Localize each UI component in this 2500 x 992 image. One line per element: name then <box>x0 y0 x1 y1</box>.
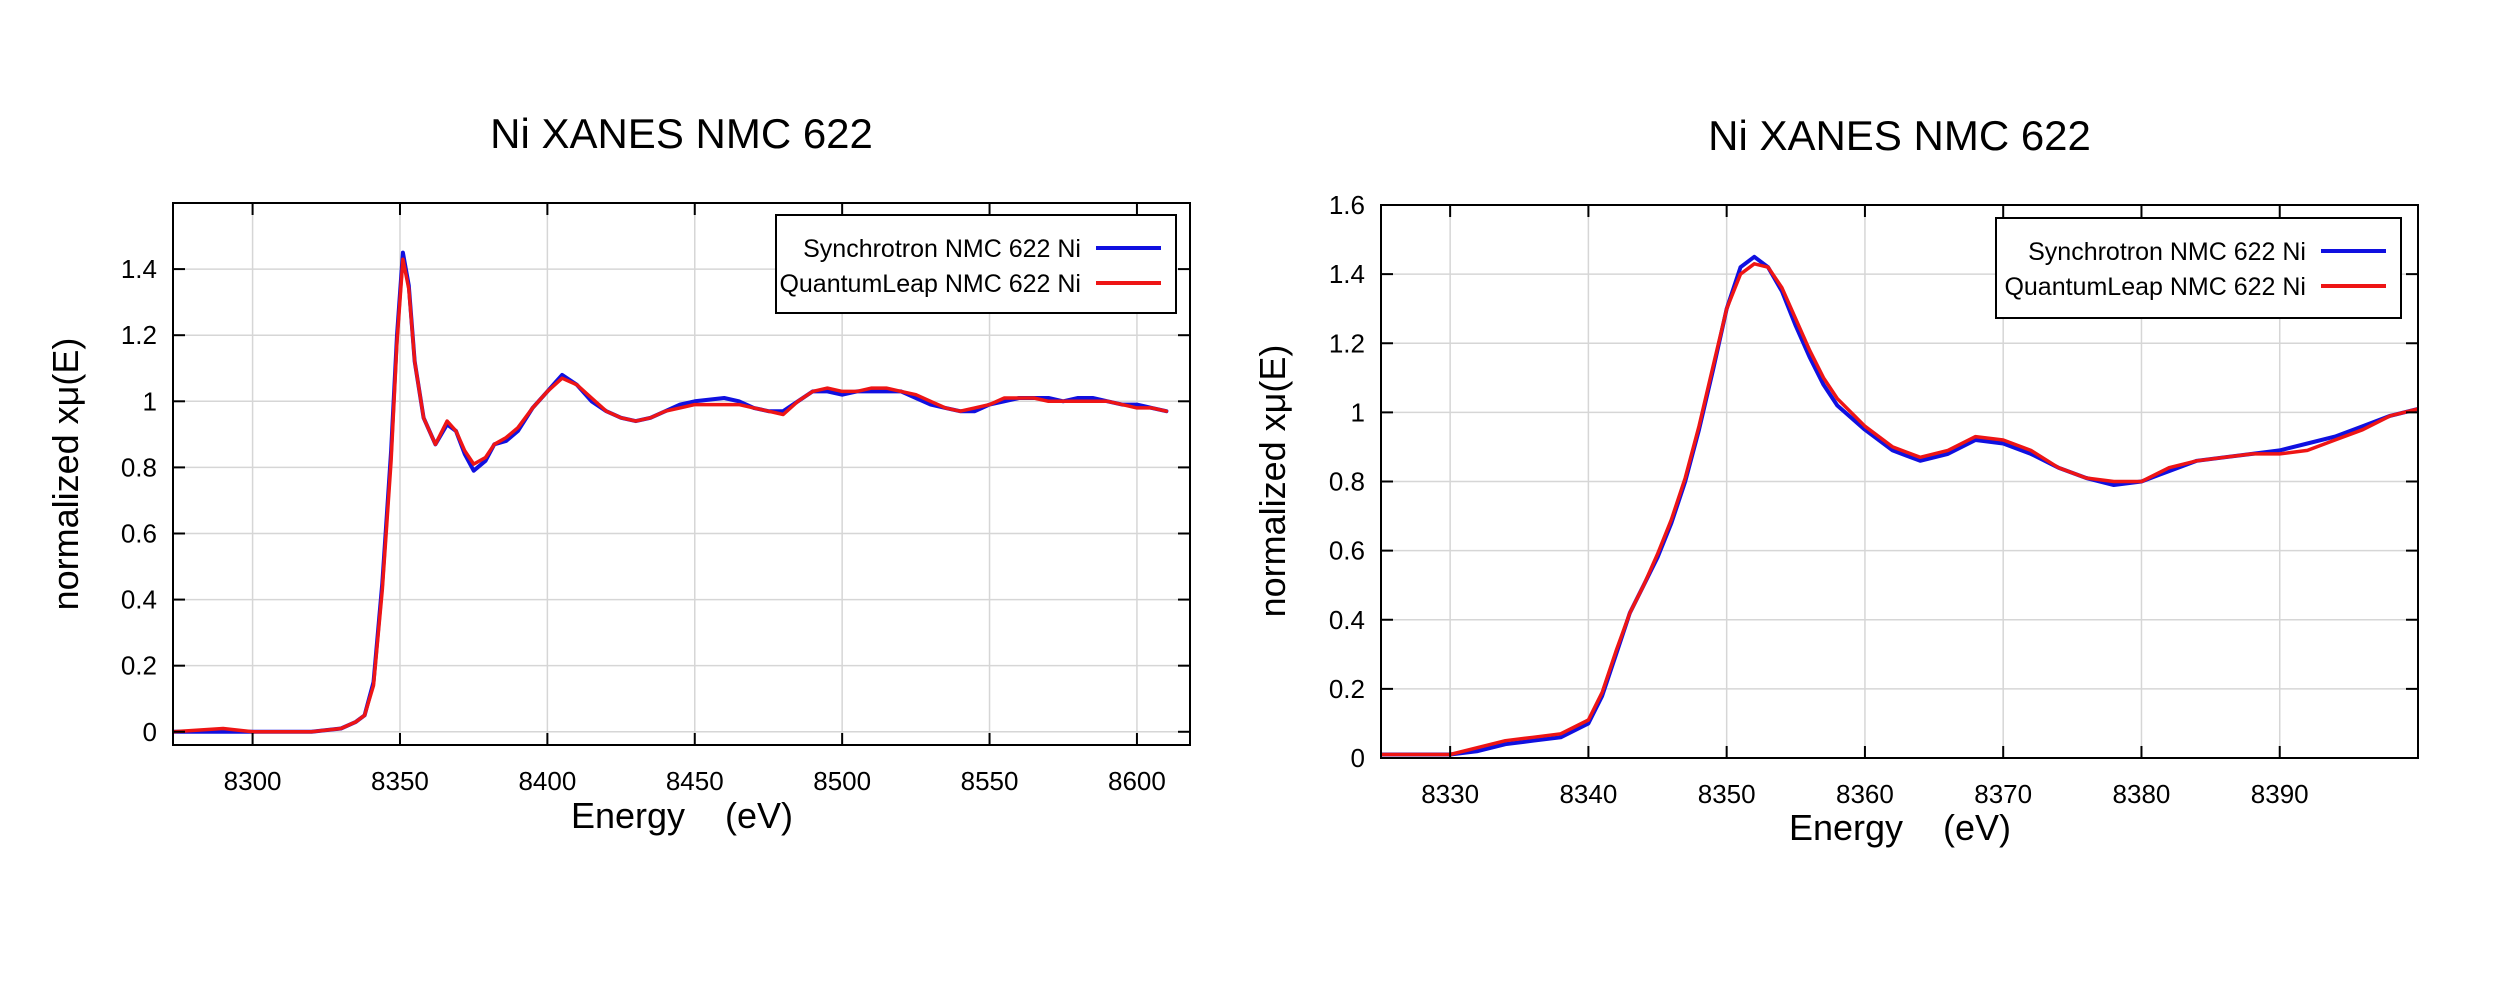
x-tick-label: 8350 <box>371 766 429 796</box>
x-tick-label: 8600 <box>1108 766 1166 796</box>
chart-right: 8330 8340 8350 8360 8370 8380 8390 0 0.2 0.4 0.6 0.… <box>1252 112 2419 848</box>
y-tick-label: 0.6 <box>1329 536 1365 566</box>
x-tick-label: 8360 <box>1836 779 1894 809</box>
plot-frame <box>172 202 1191 746</box>
y-tick-label: 1.4 <box>121 254 157 284</box>
chart-left: 8300 8350 8400 8450 8500 8550 8600 0 0.2 0.4 0.6 0.… <box>45 110 1191 836</box>
legend-box <box>775 214 1177 314</box>
x-tick-label: 8450 <box>666 766 724 796</box>
x-tick-label: 8370 <box>1974 779 2032 809</box>
y-tick-label: 0 <box>1351 743 1365 773</box>
y-tick-label: 1 <box>1351 397 1365 427</box>
y-axis-label: normalized xμ(E) <box>1252 345 1293 618</box>
x-tick-label: 8390 <box>2251 779 2309 809</box>
legend-box <box>1995 217 2402 319</box>
y-axis-label: normalized xμ(E) <box>45 338 86 611</box>
x-axis-label: Energy (eV) <box>571 795 793 836</box>
x-tick-label: 8550 <box>961 766 1019 796</box>
x-tick-label: 8350 <box>1698 779 1756 809</box>
x-tick-label: 8330 <box>1421 779 1479 809</box>
y-tick-label: 1.4 <box>1329 259 1365 289</box>
y-tick-label: 1 <box>143 386 157 416</box>
chart-title: Ni XANES NMC 622 <box>1708 112 2091 159</box>
legend-label: Synchrotron NMC 622 Ni <box>2028 238 2306 266</box>
x-tick-label: 8300 <box>224 766 282 796</box>
series-line-quantumleap <box>173 257 1169 734</box>
chart-title: Ni XANES NMC 622 <box>490 110 873 157</box>
x-tick-label: 8380 <box>2113 779 2171 809</box>
x-tick-label: 8500 <box>813 766 871 796</box>
legend-label: QuantumLeap NMC 622 Ni <box>2004 273 2306 301</box>
y-tick-label: 0.2 <box>1329 674 1365 704</box>
legend-label: QuantumLeap NMC 622 Ni <box>779 270 1081 298</box>
y-tick-label: 0.6 <box>121 518 157 548</box>
x-tick-label: 8340 <box>1559 779 1617 809</box>
y-tick-label: 1.6 <box>1329 190 1365 220</box>
y-tick-label: 0.8 <box>121 452 157 482</box>
y-tick-label: 0.8 <box>1329 467 1365 497</box>
y-tick-label: 0.4 <box>1329 605 1365 635</box>
x-tick-label: 8400 <box>518 766 576 796</box>
legend-label: Synchrotron NMC 622 Ni <box>803 235 1081 263</box>
y-tick-label: 0.4 <box>121 585 157 615</box>
y-tick-label: 0.2 <box>121 651 157 681</box>
series-line-quantumleap <box>1381 262 2418 757</box>
y-tick-label: 1.2 <box>1329 328 1365 358</box>
x-axis-label: Energy (eV) <box>1789 807 2011 848</box>
y-tick-label: 0 <box>143 717 157 747</box>
y-tick-label: 1.2 <box>121 320 157 350</box>
